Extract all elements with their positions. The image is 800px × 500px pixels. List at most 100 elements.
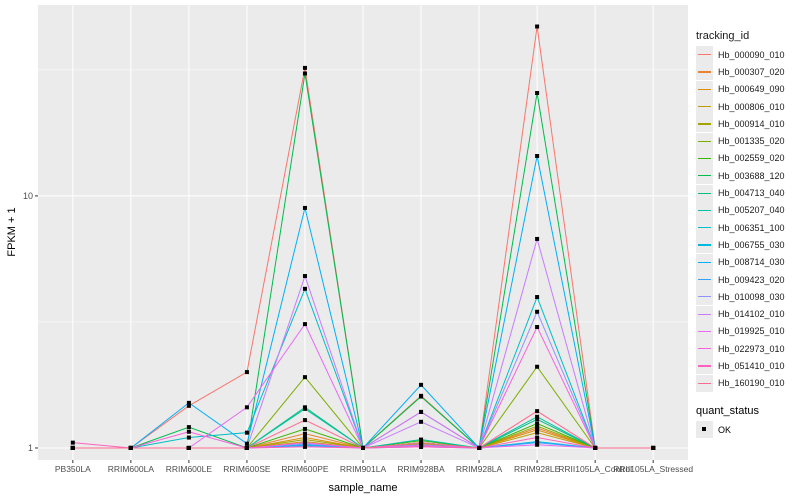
legend-label: OK <box>718 424 732 435</box>
data-point <box>244 405 249 410</box>
x-tick-label: RRII105LA_Control <box>558 464 632 474</box>
legend-label: Hb_160190_010 <box>718 378 785 389</box>
legend-item: Hb_160190_010 <box>696 374 785 392</box>
legend-item-ok: OK <box>696 421 759 439</box>
x-tick-label: RRIM600LE <box>166 464 213 474</box>
data-point <box>651 445 656 450</box>
data-point <box>302 426 307 431</box>
line-swatch-icon <box>696 98 713 116</box>
data-point <box>302 435 307 440</box>
x-tick-label: RRIM600LA <box>108 464 155 474</box>
data-point <box>535 364 540 369</box>
line-swatch-icon <box>696 253 713 271</box>
data-point <box>593 445 598 450</box>
data-point <box>186 400 191 405</box>
data-point <box>535 295 540 300</box>
data-point <box>186 445 191 450</box>
data-point <box>302 205 307 210</box>
line-swatch-icon <box>696 340 713 358</box>
data-point <box>419 409 424 414</box>
legend-title-quant-status: quant_status <box>696 405 759 417</box>
legend-item: Hb_000914_010 <box>696 115 785 133</box>
legend-item: Hb_000090_010 <box>696 46 785 64</box>
data-point <box>186 425 191 430</box>
data-point <box>535 414 540 419</box>
x-tick-label: RRIM600SE <box>223 464 271 474</box>
legend-item: Hb_008714_030 <box>696 253 785 271</box>
data-point <box>535 421 540 426</box>
x-tick-label: PB350LA <box>55 464 91 474</box>
data-point <box>535 440 540 445</box>
legend-label: Hb_000649_090 <box>718 84 785 95</box>
legend-label: Hb_003688_120 <box>718 170 785 181</box>
data-point <box>419 444 424 449</box>
legend-quant-status: quant_status OK <box>696 405 759 439</box>
legend-label: Hb_001335_020 <box>718 136 785 147</box>
data-point <box>535 409 540 414</box>
line-swatch-icon <box>696 236 713 254</box>
data-point <box>128 445 133 450</box>
legend-label: Hb_005207_040 <box>718 205 785 216</box>
data-point <box>244 445 249 450</box>
data-point <box>535 24 540 29</box>
data-point <box>419 382 424 387</box>
data-point <box>302 437 307 442</box>
line-swatch-icon <box>696 149 713 167</box>
data-point <box>302 444 307 449</box>
legend-item: Hb_002559_020 <box>696 149 785 167</box>
legend-item: Hb_004713_040 <box>696 184 785 202</box>
data-point <box>302 65 307 70</box>
x-tick-label: RRIM928BA <box>397 464 445 474</box>
legend-label: Hb_000806_010 <box>718 101 785 112</box>
legend-tracking-id: tracking_id Hb_000090_010 Hb_000307_020 Hb… <box>696 30 785 392</box>
data-point <box>70 445 75 450</box>
line-swatch-icon <box>696 288 713 306</box>
data-point <box>244 441 249 446</box>
line-swatch-icon <box>696 115 713 133</box>
x-tick-label: RRIM928LA <box>456 464 503 474</box>
legend-item: Hb_022973_010 <box>696 340 785 358</box>
square-point-icon <box>696 421 713 439</box>
data-point <box>535 424 540 429</box>
legend-item: Hb_001335_020 <box>696 132 785 150</box>
x-tick-label: RRIM600PE <box>281 464 329 474</box>
data-point <box>302 406 307 411</box>
legend-label: Hb_002559_020 <box>718 153 785 164</box>
legend-item: Hb_019925_010 <box>696 322 785 340</box>
legend-item: Hb_014102_010 <box>696 305 785 323</box>
data-point <box>186 435 191 440</box>
data-point <box>535 236 540 241</box>
data-point <box>302 274 307 279</box>
data-point <box>244 370 249 375</box>
legend-item: Hb_006351_100 <box>696 219 785 237</box>
legend-label: Hb_010098_030 <box>718 291 785 302</box>
line-swatch-icon <box>696 132 713 150</box>
data-point <box>419 437 424 442</box>
data-point <box>535 417 540 422</box>
data-point <box>419 394 424 399</box>
data-point <box>302 418 307 423</box>
legend-label: Hb_006351_100 <box>718 222 785 233</box>
legend-label: Hb_009423_020 <box>718 274 785 285</box>
data-point <box>535 324 540 329</box>
data-point <box>302 375 307 380</box>
data-point <box>302 322 307 327</box>
legend-item: Hb_010098_030 <box>696 288 785 306</box>
data-point <box>70 440 75 445</box>
data-point <box>535 442 540 447</box>
x-tick-label: RRIM928LE <box>514 464 561 474</box>
data-point <box>302 71 307 76</box>
x-tick-label: RRIM901LA <box>340 464 387 474</box>
data-point <box>535 435 540 440</box>
data-point <box>361 445 365 450</box>
data-point <box>419 419 424 424</box>
line-swatch-icon <box>696 271 713 288</box>
data-point <box>419 440 424 445</box>
line-swatch-icon <box>696 219 713 237</box>
line-swatch-icon <box>696 305 713 323</box>
line-swatch-icon <box>696 357 713 375</box>
legend-label: Hb_000307_020 <box>718 66 785 77</box>
legend-item: Hb_000806_010 <box>696 98 785 116</box>
data-point <box>535 309 540 314</box>
line-swatch-icon <box>696 201 713 219</box>
